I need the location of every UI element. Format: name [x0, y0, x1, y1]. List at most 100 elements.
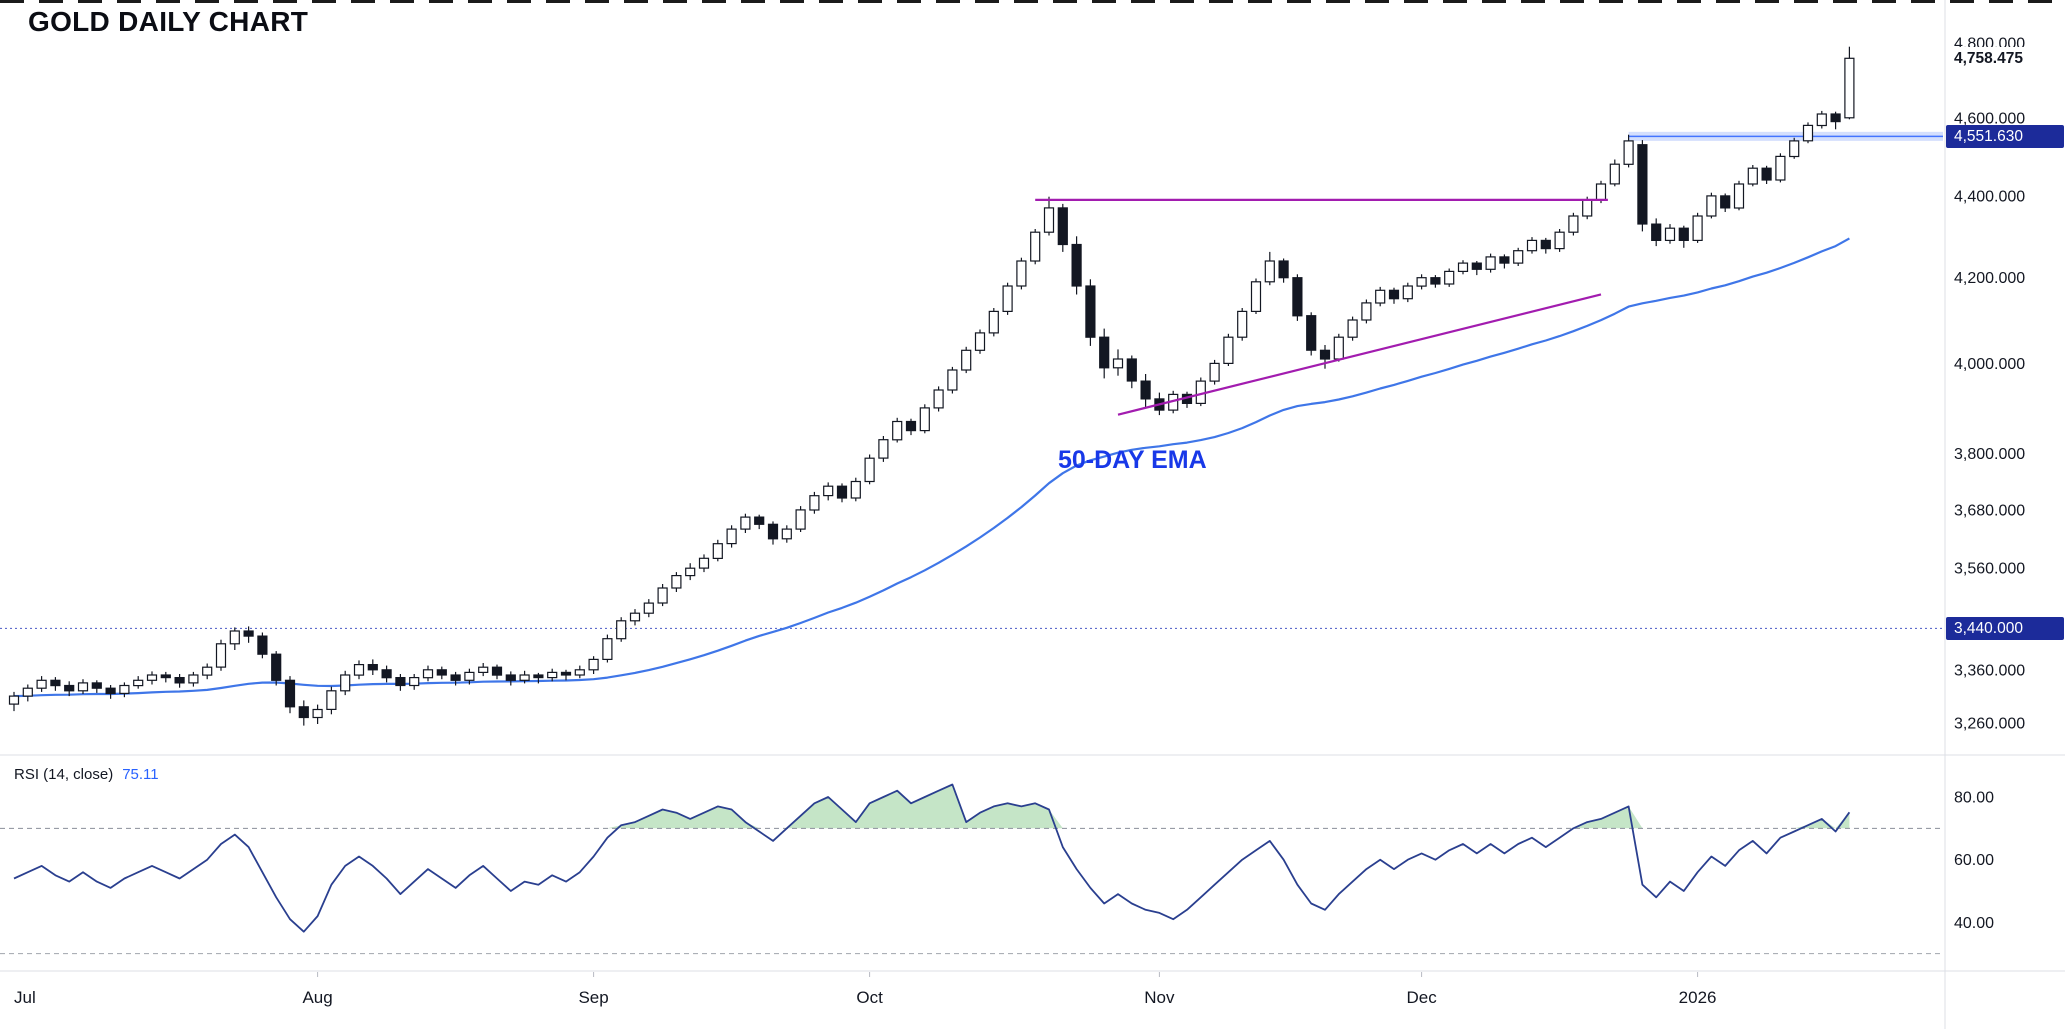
price-tick-label: 4,000.000 — [1954, 356, 2025, 373]
candle — [1264, 260, 1275, 283]
candle — [1402, 285, 1413, 300]
candle — [823, 485, 834, 497]
candle — [1250, 281, 1262, 312]
candle — [1319, 349, 1331, 360]
candle — [340, 674, 351, 692]
candle — [1526, 239, 1538, 252]
month-label: Dec — [1406, 988, 1437, 1007]
candle — [726, 528, 737, 545]
candle — [353, 663, 365, 676]
candle — [712, 543, 723, 560]
time-axis[interactable]: Jul Aug Sep Oct Nov Dec 2026 — [14, 972, 1717, 1007]
candle — [436, 669, 447, 676]
candle — [1706, 195, 1717, 217]
month-label: 2026 — [1679, 988, 1717, 1007]
candle — [1471, 262, 1482, 270]
candle — [36, 679, 47, 689]
candle — [1513, 250, 1524, 264]
ascending-support-trendline[interactable] — [1117, 293, 1602, 416]
candle — [767, 523, 779, 540]
candle — [491, 666, 503, 676]
candle — [850, 480, 861, 499]
candle — [974, 332, 986, 351]
candle — [892, 420, 903, 441]
candle — [1057, 207, 1068, 246]
candle — [588, 658, 599, 671]
candle — [1126, 358, 1137, 382]
candle — [1209, 362, 1220, 382]
candle — [1761, 167, 1772, 181]
candle — [864, 457, 875, 483]
candle — [1485, 256, 1496, 270]
candle — [1609, 163, 1620, 185]
candle — [1347, 319, 1358, 338]
current-price-badge: 4,758.475 — [1946, 46, 2064, 70]
price-level-badge-3440: 3,440.000 — [1946, 616, 2064, 640]
price-tick-label: 3,560.000 — [1954, 561, 2025, 578]
candle — [1568, 215, 1579, 233]
candle — [602, 638, 613, 661]
candle — [188, 674, 199, 684]
candle — [1678, 227, 1689, 241]
candle — [1140, 380, 1151, 400]
candle — [1720, 195, 1731, 209]
candle — [64, 684, 75, 692]
candle — [933, 389, 944, 409]
candle — [1623, 140, 1634, 165]
candles — [8, 46, 1855, 726]
candle — [1430, 277, 1441, 285]
candle — [657, 587, 668, 604]
candle — [519, 674, 530, 681]
candle — [1223, 336, 1234, 365]
candle — [1457, 262, 1469, 273]
price-tick-label: 3,680.000 — [1954, 502, 2025, 519]
candle — [698, 557, 710, 569]
candle — [381, 669, 392, 679]
month-label: Sep — [578, 988, 608, 1007]
candle — [1775, 155, 1786, 181]
candle — [1278, 260, 1289, 279]
candle — [1595, 183, 1607, 201]
candle — [312, 708, 323, 719]
candle — [1789, 140, 1800, 158]
candle — [1085, 285, 1096, 338]
candle — [1002, 285, 1013, 312]
candle — [1361, 302, 1372, 321]
candle — [22, 687, 33, 697]
price-tick-label: 4,400.000 — [1954, 188, 2025, 205]
candle — [795, 509, 806, 530]
rsi-axis[interactable]: 80.00 60.00 40.00 — [1954, 790, 1994, 932]
candle — [560, 671, 572, 676]
candle — [284, 679, 296, 708]
candle — [947, 369, 958, 391]
candle — [271, 653, 282, 681]
rsi-overbought-fill — [14, 784, 1850, 829]
rsi-line — [13, 783, 1851, 933]
candle — [1664, 227, 1676, 241]
rsi-indicator-header: RSI (14, close) 75.11 — [14, 766, 159, 783]
candle — [905, 420, 917, 432]
candle — [1733, 183, 1745, 209]
candle — [174, 676, 185, 684]
candle — [1237, 310, 1248, 338]
candle — [740, 516, 751, 530]
candle — [1499, 256, 1510, 264]
candle — [1802, 124, 1814, 142]
candle — [919, 407, 930, 432]
candle — [464, 671, 475, 681]
candle — [229, 630, 240, 645]
candle — [326, 690, 337, 710]
candle — [1651, 223, 1662, 242]
candle — [1043, 207, 1055, 233]
month-label: Nov — [1144, 988, 1175, 1007]
candle — [1292, 277, 1303, 317]
chart-title: GOLD DAILY CHART — [28, 6, 309, 37]
candle — [629, 612, 641, 622]
rsi-indicator-label: RSI (14, close) — [14, 766, 114, 783]
candle — [1747, 167, 1758, 185]
price-tick-label: 3,360.000 — [1954, 662, 2025, 679]
candle — [754, 516, 765, 525]
